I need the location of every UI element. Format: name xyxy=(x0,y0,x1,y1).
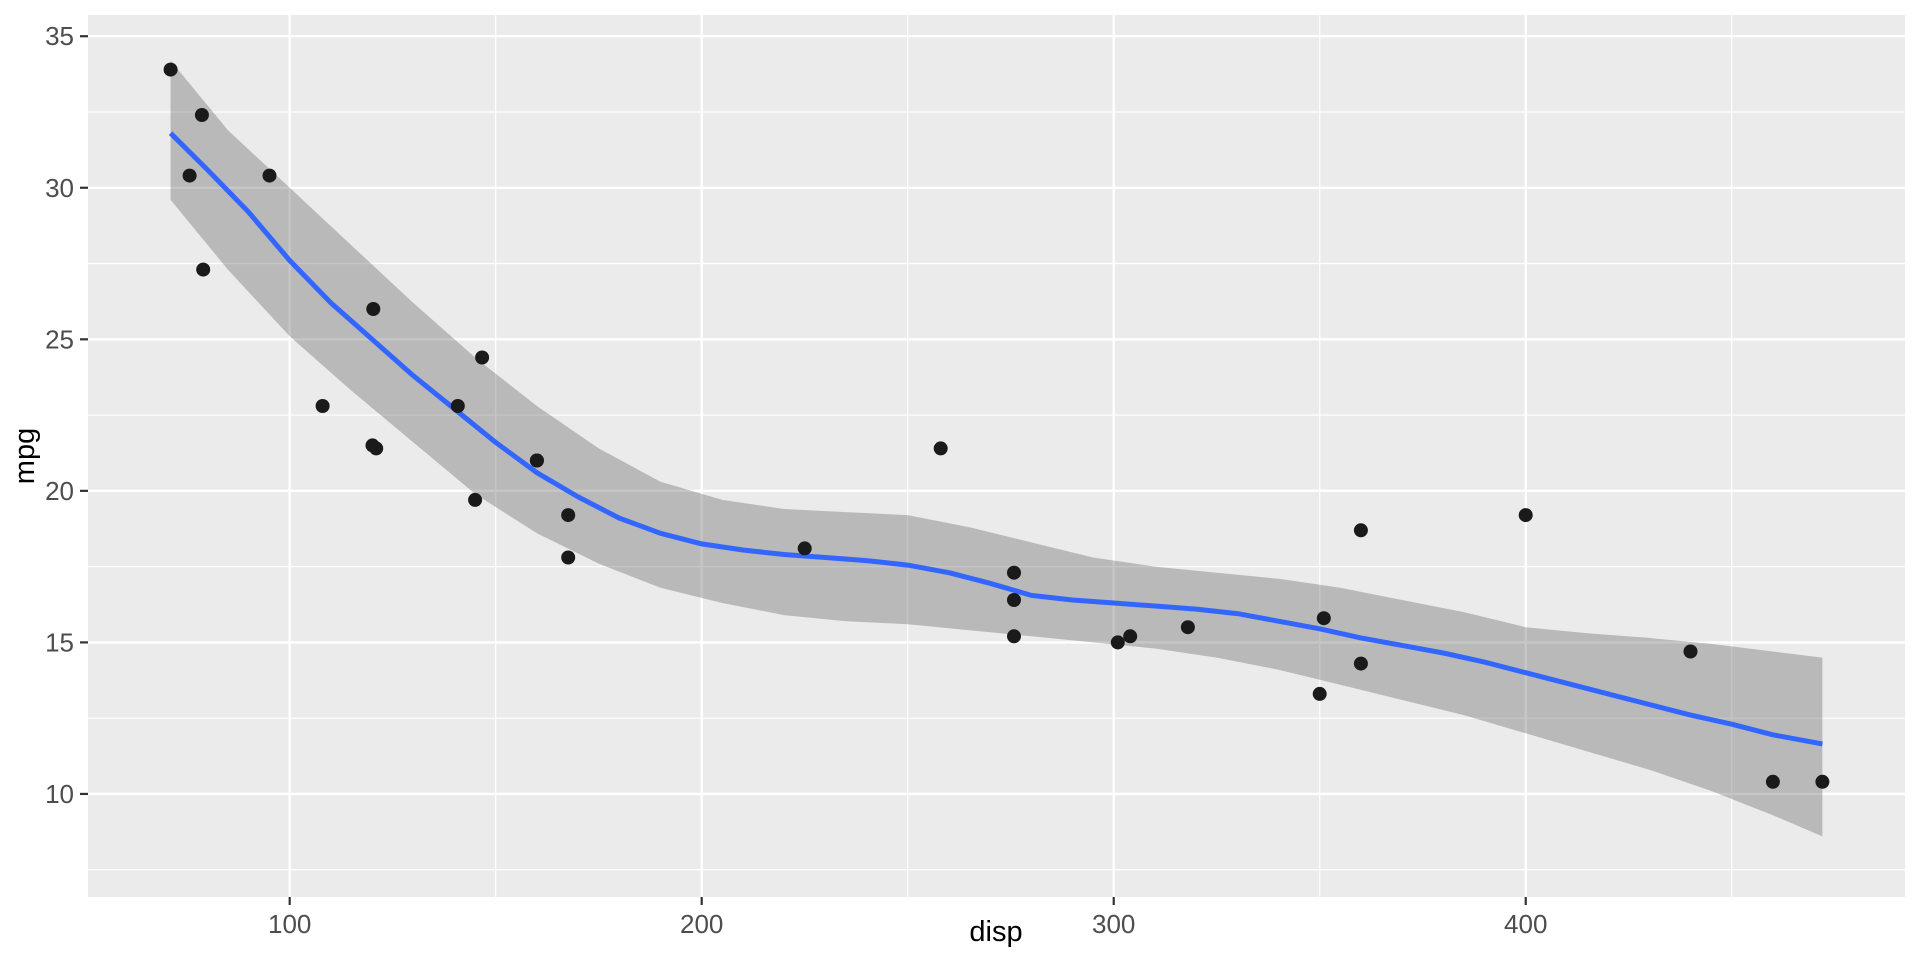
data-point xyxy=(315,399,330,413)
smooth-line-layer xyxy=(168,131,1823,747)
data-point xyxy=(1316,611,1331,626)
x-axis-tick-label: 100 xyxy=(268,909,311,939)
data-point xyxy=(194,108,209,122)
x-axis-tick-labels: 100 200 300 400 xyxy=(268,909,1547,939)
x-axis-tick-label: 300 xyxy=(1092,909,1135,939)
major-gridlines xyxy=(88,15,1905,897)
y-axis-tick-labels: 10 15 20 25 30 35 xyxy=(45,21,74,809)
y-axis-tick-label: 15 xyxy=(45,627,74,657)
plot-panel-background xyxy=(88,15,1905,897)
data-point xyxy=(262,168,277,183)
data-point xyxy=(1683,644,1698,659)
y-axis-tick-label: 25 xyxy=(45,324,74,354)
loess-smooth-line xyxy=(168,131,1823,747)
x-axis-tick-label: 400 xyxy=(1504,909,1547,939)
data-point xyxy=(1123,629,1138,644)
data-point xyxy=(1312,686,1327,701)
y-axis-tick-label: 20 xyxy=(45,476,74,506)
data-point xyxy=(1007,593,1021,607)
data-point xyxy=(369,441,384,456)
data-point xyxy=(163,62,178,77)
data-point xyxy=(1815,774,1830,789)
data-point xyxy=(468,492,483,507)
data-point xyxy=(1353,523,1368,538)
x-axis-tick-label: 200 xyxy=(680,909,723,939)
data-point xyxy=(529,453,544,468)
data-point xyxy=(1518,508,1533,523)
data-point xyxy=(797,541,812,556)
axis-ticks-layer xyxy=(80,35,1527,905)
data-point xyxy=(450,399,465,413)
data-point xyxy=(1007,629,1021,644)
data-point xyxy=(1007,565,1021,580)
data-point xyxy=(561,508,576,523)
confidence-ribbon-layer xyxy=(170,60,1823,837)
data-point xyxy=(1180,620,1195,635)
data-point xyxy=(1765,774,1780,789)
data-points-layer xyxy=(163,62,1830,789)
y-axis-tick-label: 30 xyxy=(45,173,74,203)
data-point xyxy=(561,550,576,565)
data-point xyxy=(1110,635,1125,650)
data-point xyxy=(182,168,197,183)
confidence-ribbon xyxy=(170,60,1823,837)
minor-gridlines xyxy=(88,15,1905,897)
data-point xyxy=(196,262,211,277)
data-point xyxy=(933,441,948,456)
y-axis-tick-label: 10 xyxy=(45,779,74,809)
data-point xyxy=(1353,656,1368,671)
data-point xyxy=(475,350,490,365)
x-axis-title: disp xyxy=(969,916,1022,948)
y-axis-title: mpg xyxy=(9,428,41,484)
y-axis-tick-label: 35 xyxy=(45,21,74,51)
data-point xyxy=(366,302,381,316)
